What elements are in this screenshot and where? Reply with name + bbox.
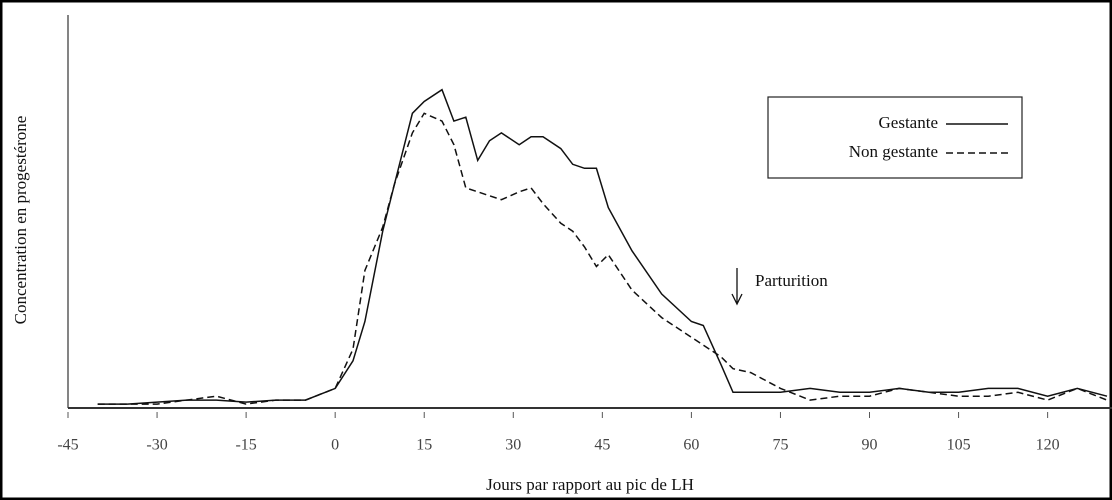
x-tick-label: -15 — [235, 437, 256, 454]
legend-label: Non gestante — [849, 142, 938, 161]
x-tick-label: 90 — [862, 437, 878, 454]
x-tick-label: -45 — [57, 437, 78, 454]
x-tick-label: 60 — [683, 437, 699, 454]
x-tick-label: 120 — [1036, 437, 1060, 454]
x-tick-label: 45 — [594, 437, 610, 454]
legend-box — [767, 96, 1023, 179]
annotation-arrowhead — [731, 293, 743, 306]
x-tick-label: 30 — [505, 437, 521, 454]
x-tick-label: 75 — [772, 437, 788, 454]
legend-label: Gestante — [879, 113, 938, 132]
annotation: Parturition — [755, 271, 828, 290]
x-tick-label: -30 — [146, 437, 167, 454]
x-tick-label: 0 — [331, 437, 339, 454]
x-axis-label: Jours par rapport au pic de LH — [486, 475, 694, 494]
series-line — [97, 112, 1108, 405]
y-axis-label: Concentration en progestérone — [11, 116, 30, 325]
x-tick-label: 15 — [416, 437, 432, 454]
x-tick-label: 105 — [947, 437, 971, 454]
